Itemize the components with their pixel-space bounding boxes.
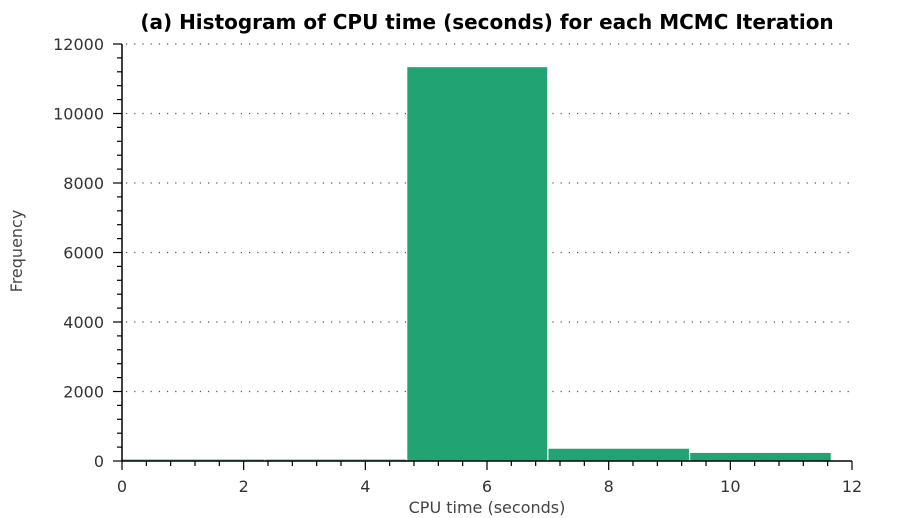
x-tick-label: 10 <box>720 477 740 496</box>
y-tick-label: 12000 <box>53 35 104 54</box>
y-tick-label: 0 <box>94 452 104 471</box>
y-axis-label: Frequency <box>7 210 26 293</box>
x-tick-label: 4 <box>360 477 370 496</box>
histogram-bar <box>406 65 549 462</box>
histogram-bar <box>688 451 832 462</box>
chart-title: (a) Histogram of CPU time (seconds) for … <box>140 10 833 34</box>
y-tick-label: 10000 <box>53 105 104 124</box>
x-tick-label: 0 <box>117 477 127 496</box>
y-tick-label: 4000 <box>63 313 104 332</box>
bar-layer <box>121 65 832 462</box>
y-tick-label: 2000 <box>63 383 104 402</box>
x-axis-label: CPU time (seconds) <box>409 498 566 517</box>
x-tick-label: 8 <box>604 477 614 496</box>
histogram-bar <box>547 447 691 462</box>
y-tick-label: 8000 <box>63 174 104 193</box>
x-tick-label: 6 <box>482 477 492 496</box>
axis-layer: 0 2000 4000 6000 8000 10000 12000 0 2 4 6 8 10 12 <box>53 35 862 496</box>
x-tick-label: 12 <box>842 477 862 496</box>
x-tick-label: 2 <box>239 477 249 496</box>
y-tick-label: 6000 <box>63 244 104 263</box>
